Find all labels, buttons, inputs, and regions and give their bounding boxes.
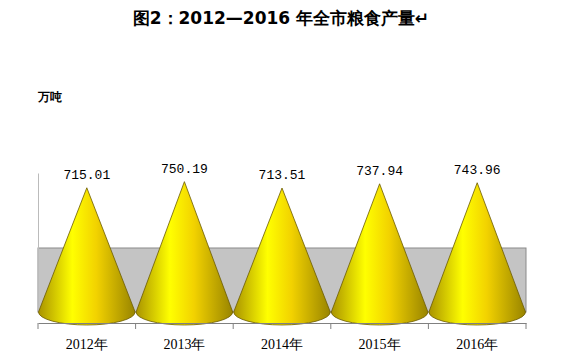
data-label: 715.01 bbox=[63, 168, 110, 183]
x-tick: 2013年 bbox=[163, 323, 205, 352]
x-tick: 2014年 bbox=[261, 323, 303, 352]
y-axis-line bbox=[38, 174, 39, 313]
marks bbox=[38, 182, 525, 325]
x-tick-label: 2015年 bbox=[359, 337, 401, 352]
data-label: 750.19 bbox=[161, 162, 208, 177]
x-tick: 2016年 bbox=[456, 323, 498, 352]
x-tick: 2015年 bbox=[359, 323, 401, 352]
x-tick-label: 2016年 bbox=[456, 337, 498, 352]
title: 图2：2012—2016 年全市粮食产量↵ bbox=[133, 8, 430, 28]
y-axis-title: 万吨 bbox=[37, 90, 62, 104]
data-label: 737.94 bbox=[356, 164, 403, 179]
chart: 图2：2012—2016 年全市粮食产量↵ 万吨 715.01 750.19 713.5… bbox=[0, 0, 562, 363]
x-tick-label: 2013年 bbox=[163, 337, 205, 352]
x-tick-label: 2012年 bbox=[66, 337, 108, 352]
category-separator bbox=[38, 323, 39, 329]
category-separator bbox=[330, 323, 331, 329]
y-axis bbox=[38, 174, 39, 313]
x-tick: 2012年 bbox=[66, 323, 108, 352]
x-axis: 2012年 2013年 2014年 2015年 2016年 bbox=[38, 323, 527, 352]
category-separator bbox=[526, 323, 527, 329]
x-axis-line bbox=[39, 323, 527, 324]
bar bbox=[38, 188, 135, 325]
category-separator bbox=[135, 323, 136, 329]
x-tick-label: 2014年 bbox=[261, 337, 303, 352]
data-label: 713.51 bbox=[259, 168, 306, 183]
bar bbox=[136, 182, 233, 325]
category-separator bbox=[428, 323, 429, 329]
bar bbox=[234, 188, 331, 325]
bar bbox=[429, 183, 526, 325]
bar bbox=[331, 184, 428, 325]
category-separator bbox=[233, 323, 234, 329]
data-label: 743.96 bbox=[454, 163, 501, 178]
